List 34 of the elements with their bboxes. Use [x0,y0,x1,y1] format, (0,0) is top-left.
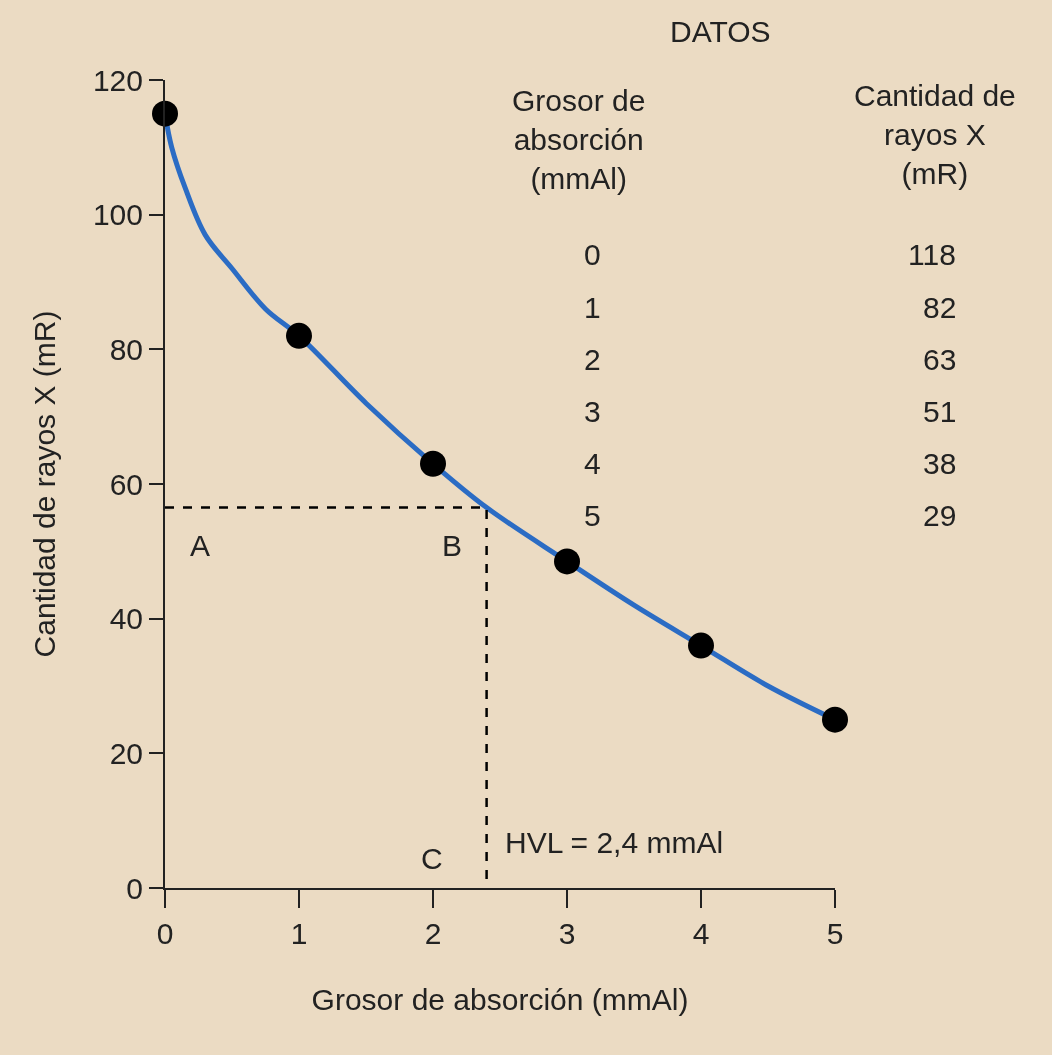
x-tick-label: 1 [290,917,308,950]
y-tick-label: 120 [92,63,143,97]
annotation: 4 [584,447,601,480]
y-tick-label: 60 [109,467,143,501]
text: 118 [908,238,956,271]
x-axis-title: Grosor de absorción (mmAl) [311,983,689,1016]
annotation: 1 [584,291,601,324]
annotation: A [190,529,211,562]
y-tick-label: 40 [109,602,143,636]
annotation: 3 [584,395,601,428]
x-tick-label: 4 [692,917,710,950]
text: DATOS [670,15,771,48]
annotation: C [421,842,443,875]
text: 51 [923,395,957,428]
text: 82 [923,291,957,324]
annotation: HVL = 2,4 mmAl [505,826,724,859]
annotation: B [442,529,463,562]
text: 63 [923,343,957,376]
text: Cantidad de rayos X (mR) [854,79,1016,190]
y-tick-label: 20 [109,736,143,770]
x-tick-label: 0 [156,917,174,950]
text: 29 [923,499,957,532]
x-tick-label: 2 [424,917,442,950]
x-tick-label: 5 [826,917,844,950]
y-tick-label: 100 [92,198,143,232]
annotation: 2 [584,343,601,376]
annotation: 0 [584,238,601,271]
y-tick-label: 0 [126,871,143,905]
x-tick-label: 3 [558,917,576,950]
annotation: Grosor de absorción (mmAl) [512,84,646,195]
text: 38 [923,447,957,480]
y-axis-title: Cantidad de rayos X (mR) [28,310,62,658]
y-tick-label: 80 [109,332,143,366]
annotation: 5 [584,499,601,532]
